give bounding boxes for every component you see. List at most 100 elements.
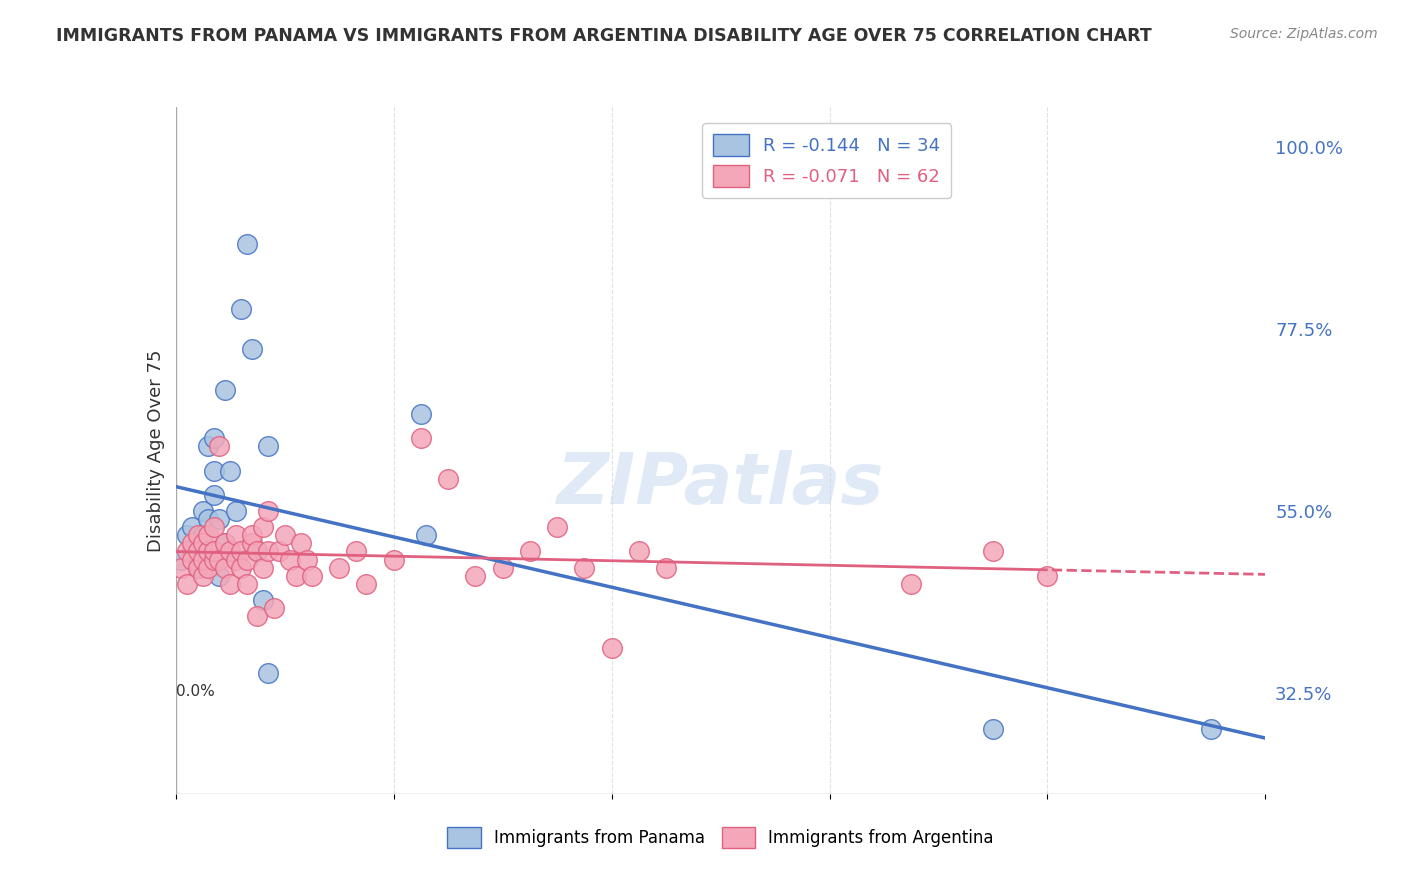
Point bbox=[301, 568, 323, 582]
Point bbox=[356, 576, 378, 591]
Point bbox=[225, 504, 247, 518]
Point bbox=[170, 552, 193, 566]
Point bbox=[181, 544, 204, 558]
Point bbox=[252, 560, 274, 574]
Point bbox=[197, 439, 219, 453]
Point bbox=[202, 520, 225, 534]
Point bbox=[191, 528, 214, 542]
Point bbox=[202, 464, 225, 478]
Point bbox=[627, 544, 650, 558]
Point bbox=[191, 568, 214, 582]
Point bbox=[235, 237, 257, 252]
Point bbox=[231, 560, 253, 574]
Point bbox=[257, 665, 280, 680]
Point bbox=[344, 544, 367, 558]
Point bbox=[186, 536, 209, 550]
Point bbox=[409, 431, 432, 445]
Point bbox=[246, 544, 269, 558]
Point bbox=[1036, 568, 1059, 582]
Point bbox=[437, 472, 460, 486]
Point bbox=[240, 536, 263, 550]
Point bbox=[208, 512, 231, 526]
Point bbox=[176, 576, 198, 591]
Point bbox=[284, 568, 307, 582]
Point bbox=[231, 544, 253, 558]
Point bbox=[252, 520, 274, 534]
Point bbox=[181, 552, 204, 566]
Point bbox=[208, 439, 231, 453]
Point bbox=[257, 544, 280, 558]
Point bbox=[269, 544, 291, 558]
Point bbox=[197, 544, 219, 558]
Point bbox=[214, 536, 236, 550]
Point bbox=[202, 552, 225, 566]
Point bbox=[176, 528, 198, 542]
Point bbox=[257, 439, 280, 453]
Point bbox=[214, 560, 236, 574]
Point bbox=[290, 536, 312, 550]
Point bbox=[274, 528, 297, 542]
Y-axis label: Disability Age Over 75: Disability Age Over 75 bbox=[146, 349, 165, 552]
Point bbox=[225, 552, 247, 566]
Point bbox=[900, 576, 922, 591]
Point bbox=[235, 552, 257, 566]
Point bbox=[235, 576, 257, 591]
Point bbox=[202, 544, 225, 558]
Text: 0.0%: 0.0% bbox=[176, 684, 215, 699]
Point bbox=[176, 544, 198, 558]
Legend: Immigrants from Panama, Immigrants from Argentina: Immigrants from Panama, Immigrants from … bbox=[440, 821, 1001, 855]
Point bbox=[246, 609, 269, 624]
Point bbox=[257, 504, 280, 518]
Point bbox=[181, 536, 204, 550]
Point bbox=[181, 520, 204, 534]
Point bbox=[492, 560, 515, 574]
Point bbox=[263, 601, 285, 615]
Point bbox=[186, 544, 209, 558]
Point bbox=[219, 544, 242, 558]
Point bbox=[382, 552, 405, 566]
Point bbox=[252, 593, 274, 607]
Point bbox=[214, 383, 236, 397]
Point bbox=[214, 536, 236, 550]
Point bbox=[186, 528, 209, 542]
Point bbox=[328, 560, 350, 574]
Point bbox=[202, 431, 225, 445]
Point bbox=[415, 528, 437, 542]
Point bbox=[219, 576, 242, 591]
Point bbox=[208, 552, 231, 566]
Point bbox=[574, 560, 596, 574]
Point bbox=[197, 528, 219, 542]
Point bbox=[278, 552, 301, 566]
Point bbox=[655, 560, 678, 574]
Point bbox=[225, 528, 247, 542]
Text: Source: ZipAtlas.com: Source: ZipAtlas.com bbox=[1230, 27, 1378, 41]
Point bbox=[197, 560, 219, 574]
Point bbox=[186, 560, 209, 574]
Point bbox=[170, 560, 193, 574]
Point bbox=[191, 536, 214, 550]
Point bbox=[191, 544, 214, 558]
Point bbox=[231, 301, 253, 316]
Point bbox=[246, 544, 269, 558]
Text: IMMIGRANTS FROM PANAMA VS IMMIGRANTS FROM ARGENTINA DISABILITY AGE OVER 75 CORRE: IMMIGRANTS FROM PANAMA VS IMMIGRANTS FRO… bbox=[56, 27, 1152, 45]
Point bbox=[186, 560, 209, 574]
Point bbox=[202, 488, 225, 502]
Point bbox=[197, 512, 219, 526]
Point bbox=[519, 544, 541, 558]
Point bbox=[208, 568, 231, 582]
Text: ZIPatlas: ZIPatlas bbox=[557, 450, 884, 519]
Point bbox=[240, 528, 263, 542]
Point bbox=[1199, 723, 1222, 737]
Point bbox=[295, 552, 318, 566]
Point bbox=[219, 464, 242, 478]
Point bbox=[464, 568, 486, 582]
Point bbox=[191, 552, 214, 566]
Point bbox=[546, 520, 568, 534]
Point bbox=[240, 343, 263, 357]
Point bbox=[197, 552, 219, 566]
Point bbox=[191, 504, 214, 518]
Point bbox=[981, 723, 1004, 737]
Point bbox=[981, 544, 1004, 558]
Point bbox=[409, 407, 432, 421]
Point bbox=[600, 641, 623, 656]
